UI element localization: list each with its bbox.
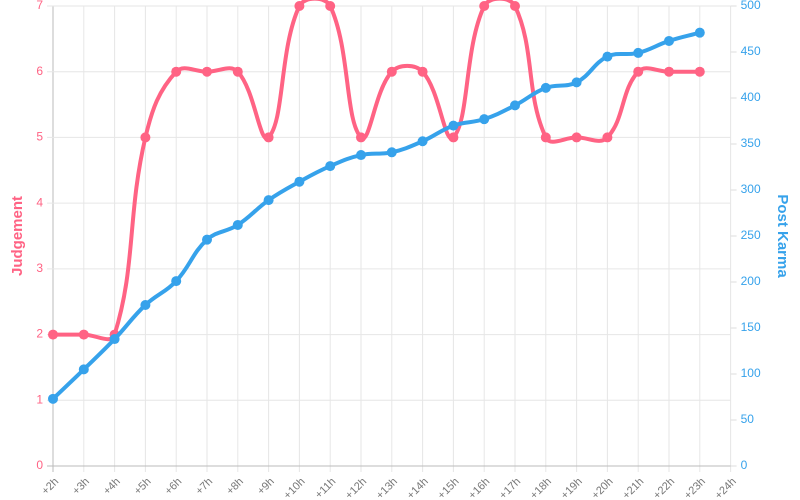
data-point	[140, 300, 151, 310]
data-point	[417, 136, 428, 147]
x-tick-label: +18h	[528, 476, 554, 500]
data-point	[48, 393, 58, 404]
y2-tick-label: 400	[741, 90, 761, 104]
y2-tick-label: 100	[741, 366, 761, 380]
y2-tick-label: 450	[741, 44, 761, 58]
x-tick-label: +2h	[39, 476, 61, 498]
y-tick-label: 3	[36, 261, 43, 275]
y2-tick-label: 150	[741, 320, 761, 334]
data-point	[294, 1, 305, 11]
data-point	[78, 329, 89, 340]
x-tick-label: +14h	[405, 476, 431, 500]
x-tick-label: +17h	[497, 476, 523, 500]
y-tick-label: 2	[36, 327, 43, 341]
y2-tick-label: 0	[741, 458, 748, 472]
data-point	[171, 66, 182, 77]
x-tick-label: +10h	[282, 476, 308, 500]
data-point	[263, 132, 274, 143]
x-tick-label: +24h	[713, 476, 739, 500]
data-point	[109, 334, 120, 345]
data-point	[510, 1, 520, 11]
x-tick-label: +16h	[466, 476, 492, 500]
data-point	[694, 27, 705, 38]
y-tick-label: 6	[36, 64, 43, 78]
y2-tick-label: 300	[741, 182, 761, 196]
x-tick-label: +9h	[255, 476, 277, 498]
data-point	[633, 47, 644, 58]
data-point	[356, 150, 366, 161]
series-line	[52, 0, 700, 342]
x-tick-label: +23h	[682, 476, 708, 500]
data-point	[540, 82, 551, 93]
data-point	[140, 132, 151, 143]
x-tick-label: +21h	[620, 476, 646, 500]
y2-tick-label: 50	[741, 412, 755, 426]
y2-tick-label: 500	[741, 0, 761, 12]
data-point	[78, 364, 89, 375]
y-tick-label: 4	[36, 195, 43, 209]
data-point	[664, 66, 674, 77]
data-point	[448, 132, 459, 143]
data-point	[571, 77, 582, 88]
y-tick-label: 1	[36, 392, 43, 406]
x-tick-label: +3h	[70, 476, 92, 498]
x-tick-label: +22h	[651, 476, 677, 500]
x-tick-label: +15h	[436, 476, 462, 500]
x-tick-label: +19h	[559, 476, 585, 500]
x-tick-label: +7h	[193, 476, 215, 498]
data-point	[386, 66, 397, 77]
data-point	[479, 114, 490, 125]
series-line	[51, 30, 701, 401]
y2-tick-label: 200	[741, 274, 761, 288]
data-point	[479, 1, 490, 11]
x-tick-label: +8h	[224, 476, 246, 498]
y2-axis-title: Post Karma	[774, 194, 791, 278]
data-point	[602, 51, 613, 62]
data-point	[202, 66, 212, 77]
data-point	[540, 132, 551, 143]
data-point	[232, 219, 243, 230]
data-point	[417, 66, 428, 77]
y2-tick-label: 350	[741, 136, 761, 150]
y2-tick-label: 250	[741, 228, 761, 242]
data-point	[263, 195, 274, 206]
x-tick-label: +20h	[590, 476, 616, 500]
x-tick-label: +5h	[132, 476, 154, 498]
x-tick-label: +4h	[101, 476, 123, 498]
y-axis-title: Judgement	[9, 196, 26, 276]
data-point	[602, 132, 613, 143]
data-point	[202, 234, 212, 245]
data-point	[664, 35, 674, 46]
data-point	[356, 132, 366, 143]
x-tick-label: +11h	[313, 476, 338, 500]
data-point	[386, 147, 397, 158]
data-point	[171, 276, 182, 287]
x-tick-label: +6h	[163, 476, 185, 498]
y-tick-label: 0	[36, 458, 43, 472]
data-point	[294, 176, 305, 187]
data-point	[48, 329, 58, 340]
data-point	[325, 1, 336, 11]
data-point	[448, 120, 459, 131]
x-tick-label: +12h	[343, 476, 369, 500]
data-point	[232, 66, 243, 77]
data-point	[325, 161, 336, 172]
data-point	[510, 100, 520, 111]
data-point	[633, 66, 644, 77]
y-tick-label: 7	[36, 0, 43, 12]
x-tick-label: +13h	[374, 476, 400, 500]
y-tick-label: 5	[36, 130, 43, 144]
data-point	[694, 66, 705, 77]
data-point	[571, 132, 582, 143]
